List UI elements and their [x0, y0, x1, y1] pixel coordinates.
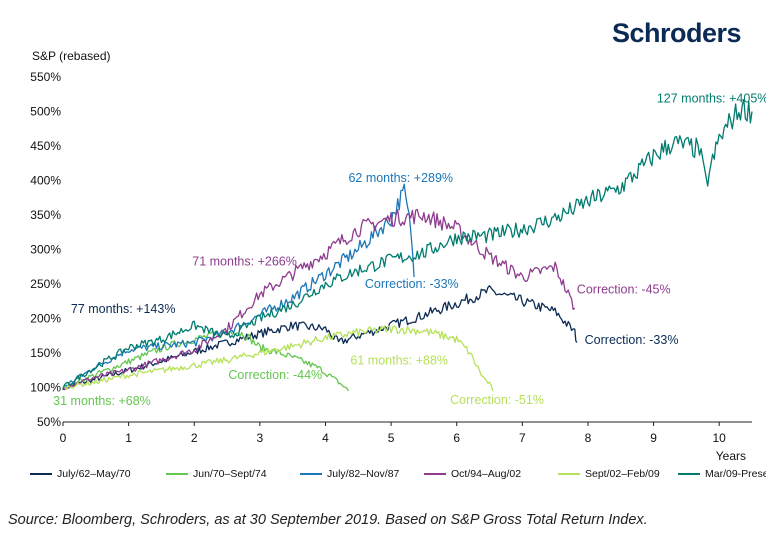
x-tick-label: 10 [713, 431, 727, 445]
y-tick-label: 500% [30, 105, 61, 119]
y-tick-label: 350% [30, 208, 61, 222]
legend-swatch [166, 473, 188, 475]
legend: July/62–May/70 Jun/70–Sept/74 July/82–Nov/… [30, 468, 766, 488]
annotation-label: 61 months: +88% [350, 354, 448, 368]
legend-label: Oct/94–Aug/02 [451, 468, 522, 480]
legend-label: Sept/02–Feb/09 [585, 468, 660, 480]
x-axis-label: Years [716, 449, 746, 463]
annotation-label: Correction: -44% [228, 368, 322, 382]
annotation-label: 77 months: +143% [71, 302, 176, 316]
legend-swatch [558, 473, 580, 475]
annotation-label: Correction: -33% [585, 333, 679, 347]
annotation-label: 62 months: +289% [348, 171, 453, 185]
x-tick-label: 5 [388, 431, 395, 445]
schroders-logo: Schroders [612, 18, 742, 48]
x-tick-label: 2 [191, 431, 198, 445]
series-line [62, 208, 576, 391]
y-tick-label: 400% [30, 174, 61, 188]
x-tick-label: 1 [125, 431, 132, 445]
x-tick-label: 6 [453, 431, 460, 445]
annotation-label: Correction: -51% [450, 393, 544, 407]
series-line [62, 183, 415, 389]
legend-swatch [678, 473, 700, 475]
annotation-label: Correction: -33% [365, 277, 459, 291]
series-line [62, 325, 494, 392]
legend-item: Oct/94–Aug/02 [424, 468, 521, 480]
series-line [62, 98, 753, 390]
y-tick-label: 200% [30, 312, 61, 326]
annotation-label: 31 months: +68% [53, 394, 151, 408]
x-tick-label: 7 [519, 431, 526, 445]
y-tick-label: 550% [30, 70, 61, 84]
legend-label: Jun/70–Sept/74 [193, 468, 267, 480]
legend-swatch [300, 473, 322, 475]
series-line [62, 285, 578, 391]
y-axis-label: S&P (rebased) [32, 49, 111, 63]
y-tick-label: 100% [30, 381, 61, 395]
legend-item: July/62–May/70 [30, 468, 131, 480]
x-tick-label: 0 [60, 431, 67, 445]
y-tick-label: 150% [30, 346, 61, 360]
legend-item: Sept/02–Feb/09 [558, 468, 660, 480]
x-tick-label: 3 [257, 431, 264, 445]
legend-item: July/82–Nov/87 [300, 468, 399, 480]
x-tick-label: 9 [650, 431, 657, 445]
x-tick-label: 8 [585, 431, 592, 445]
legend-label: July/62–May/70 [57, 468, 131, 480]
y-tick-label: 250% [30, 277, 61, 291]
legend-label: July/82–Nov/87 [327, 468, 400, 480]
legend-swatch [30, 473, 52, 475]
legend-swatch [424, 473, 446, 475]
source-note: Source: Bloomberg, Schroders, as at 30 S… [8, 512, 648, 528]
annotation-label: 127 months: +405% [657, 92, 766, 106]
x-tick-label: 4 [322, 431, 329, 445]
y-tick-label: 450% [30, 139, 61, 153]
legend-item: Mar/09-Present [678, 468, 766, 480]
annotation-label: 71 months: +266% [192, 254, 297, 268]
y-tick-label: 300% [30, 243, 61, 257]
annotation-label: Correction: -45% [577, 283, 671, 297]
legend-label: Mar/09-Present [705, 468, 766, 480]
y-tick-label: 50% [37, 415, 61, 429]
legend-item: Jun/70–Sept/74 [166, 468, 267, 480]
